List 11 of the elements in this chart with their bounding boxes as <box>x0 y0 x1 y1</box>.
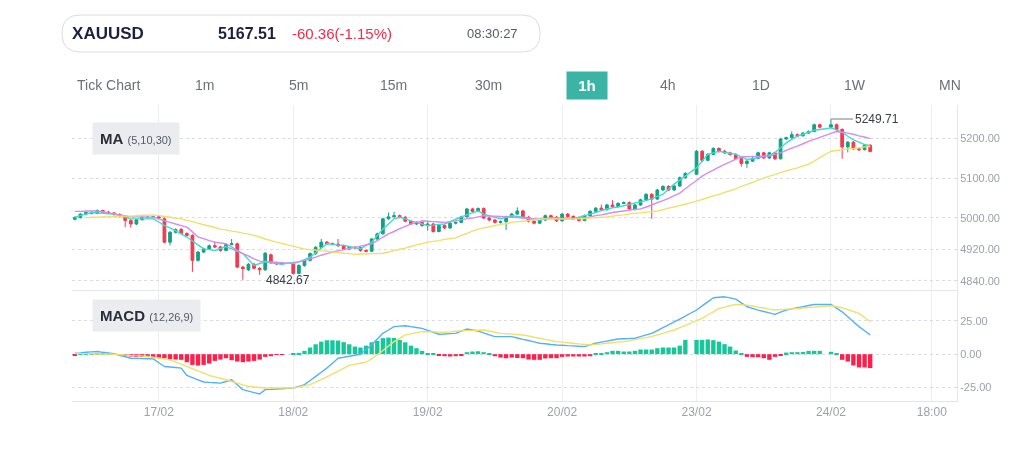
x-tick-label: 18:00 <box>916 405 948 420</box>
x-tick-label: 23/02 <box>681 405 712 420</box>
y-tick-label: 0.00 <box>960 348 982 361</box>
y-tick-label: 25.00 <box>960 314 988 327</box>
x-tick-label: 19/02 <box>412 405 444 420</box>
y-tick-label: -25.00 <box>960 381 992 394</box>
x-tick-label: 17/02 <box>143 405 175 420</box>
x-tick-label: 20/02 <box>547 405 578 420</box>
x-tick-label: 18/02 <box>278 405 309 420</box>
annotation: MACD (12,26,9) <box>100 307 194 324</box>
x-tick-label: 24/02 <box>815 405 847 420</box>
